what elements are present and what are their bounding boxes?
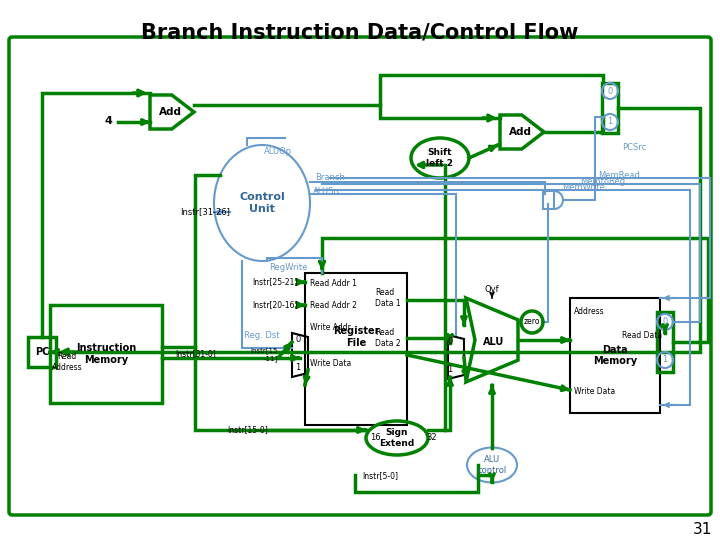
Text: 1: 1 (662, 355, 667, 364)
Text: Shift
left 2: Shift left 2 (426, 148, 454, 168)
Text: Instr[15-0]: Instr[15-0] (228, 426, 268, 435)
Text: MemtoReg: MemtoReg (580, 178, 625, 186)
Text: Read Addr 1: Read Addr 1 (310, 279, 357, 287)
Text: MemWrite: MemWrite (562, 184, 605, 192)
Text: ALUSrc: ALUSrc (313, 187, 343, 197)
Text: Branch: Branch (315, 173, 345, 183)
Text: Write Addr: Write Addr (310, 322, 351, 332)
Text: Data
Memory: Data Memory (593, 345, 637, 366)
Text: Write Data: Write Data (574, 388, 616, 396)
Text: Write Data: Write Data (310, 359, 351, 368)
Text: 0: 0 (608, 86, 613, 96)
Bar (543, 191, 554, 209)
Text: Read Data: Read Data (622, 330, 662, 340)
Text: Address: Address (574, 307, 605, 316)
Text: 1: 1 (447, 366, 453, 375)
Bar (305, 273, 407, 425)
Text: Instr[15
-11]: Instr[15 -11] (251, 348, 278, 362)
Text: ALU: ALU (483, 337, 505, 347)
Text: Read
Address: Read Address (52, 352, 82, 372)
Text: Instr[5-0]: Instr[5-0] (362, 471, 398, 481)
Text: Read
Data 2: Read Data 2 (375, 328, 400, 348)
Text: 16: 16 (369, 434, 380, 442)
Text: Add: Add (159, 107, 182, 117)
Text: Add: Add (510, 127, 532, 137)
Text: 31: 31 (693, 523, 712, 537)
Text: 0: 0 (662, 318, 667, 327)
Text: 1: 1 (295, 363, 301, 373)
Text: RegWrite: RegWrite (269, 264, 307, 273)
Text: 4: 4 (104, 116, 112, 126)
Bar (570, 298, 660, 413)
Text: 1: 1 (608, 118, 613, 126)
Text: Instr[25-21]: Instr[25-21] (253, 278, 298, 287)
Text: Read Addr 2: Read Addr 2 (310, 300, 357, 309)
Text: Reg. Dst: Reg. Dst (244, 330, 279, 340)
Text: Instr[20-16]: Instr[20-16] (253, 300, 298, 309)
Text: 32: 32 (427, 434, 437, 442)
Text: MemRead: MemRead (598, 172, 640, 180)
Text: PCSrc: PCSrc (622, 144, 647, 152)
Text: 0: 0 (447, 338, 453, 347)
Text: Register
File: Register File (333, 326, 379, 348)
Text: Ovf: Ovf (485, 286, 499, 294)
Text: ALUOp: ALUOp (264, 147, 292, 157)
Text: Instr[31-26]: Instr[31-26] (180, 207, 230, 217)
Text: PC: PC (35, 347, 49, 357)
Text: ALU
control: ALU control (477, 455, 507, 475)
Text: Instr[31-0]: Instr[31-0] (175, 349, 216, 359)
Text: Instruction
Memory: Instruction Memory (76, 343, 136, 365)
Text: Branch Instruction Data/Control Flow: Branch Instruction Data/Control Flow (141, 22, 579, 42)
Text: Read
Data 1: Read Data 1 (375, 288, 400, 308)
Text: 0: 0 (295, 335, 301, 345)
Text: Control
Unit: Control Unit (239, 192, 285, 214)
Text: zero: zero (523, 318, 540, 327)
Bar (28, 337, 56, 367)
Text: Sign
Extend: Sign Extend (379, 428, 415, 448)
Bar (50, 305, 162, 403)
